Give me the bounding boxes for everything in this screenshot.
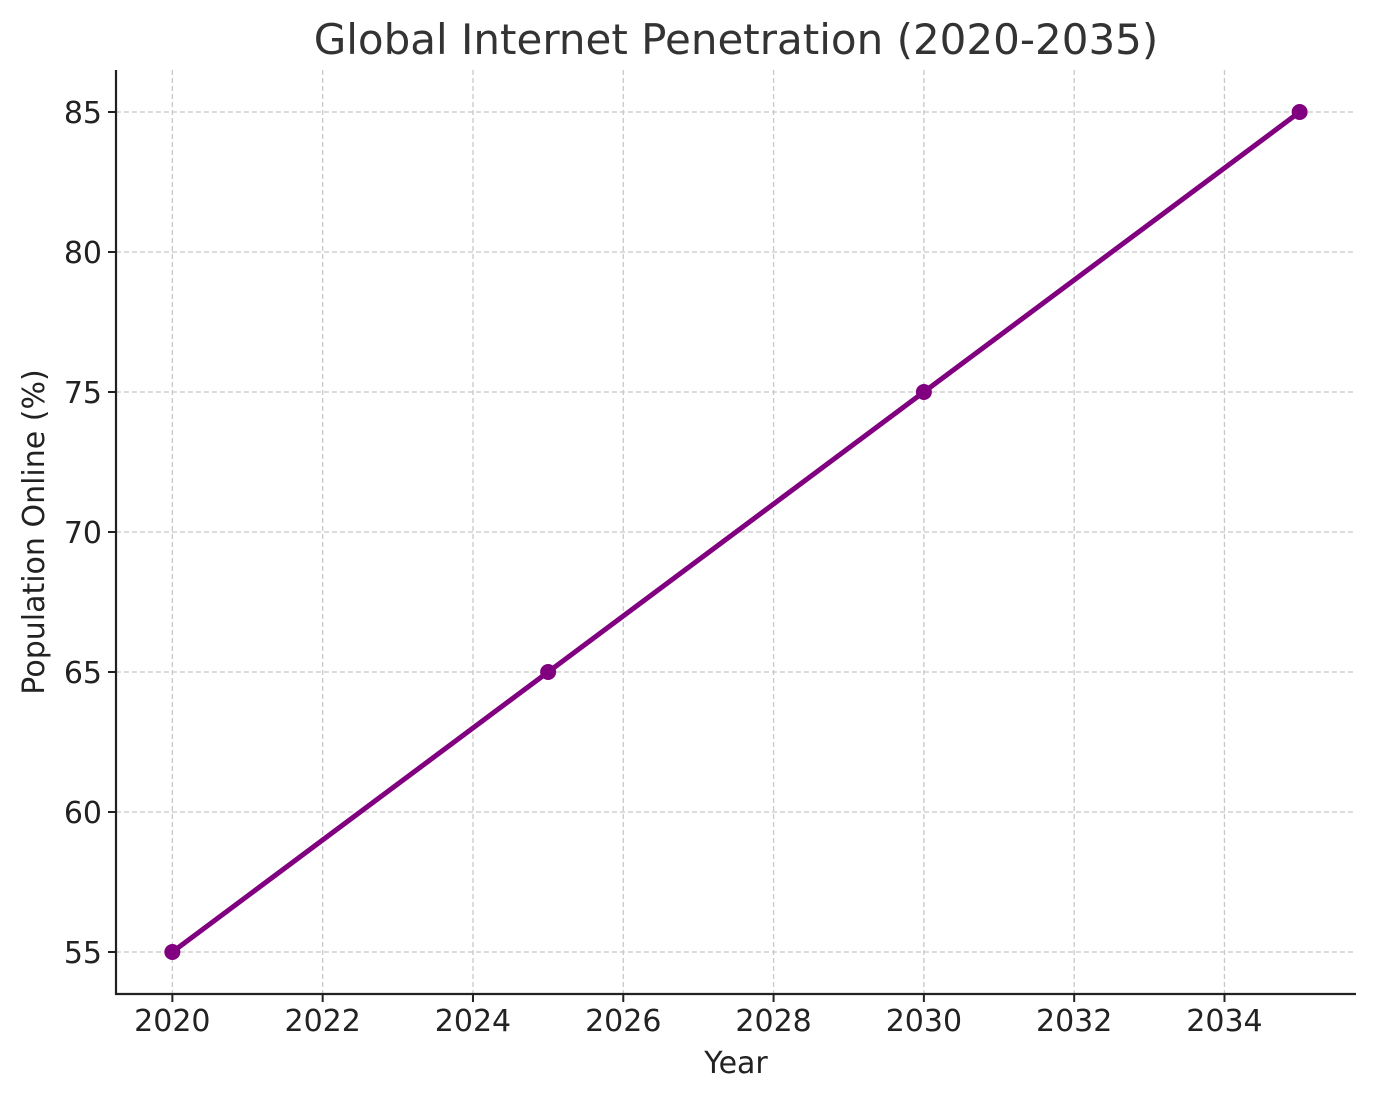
y-tick-label: 80 — [64, 236, 102, 271]
data-point-2030 — [915, 384, 932, 400]
x-tick-label: 2026 — [585, 1004, 661, 1039]
x-axis-ticks: 2020 2022 2024 2026 2028 2030 2032 2034 — [134, 994, 1263, 1039]
y-tick-label: 60 — [64, 796, 102, 831]
x-tick-label: 2020 — [134, 1004, 210, 1039]
series-line — [169, 109, 1303, 955]
x-tick-label: 2030 — [886, 1004, 962, 1039]
axis-spines — [114, 70, 1356, 996]
x-tick-label: 2032 — [1036, 1004, 1112, 1039]
series — [164, 104, 1308, 960]
axes — [114, 70, 1356, 996]
data-point-2035 — [1291, 104, 1308, 120]
data-point-2025 — [540, 664, 557, 680]
y-axis-label: Population Online (%) — [17, 369, 52, 694]
data-point-2020 — [164, 944, 181, 960]
y-axis-ticks: 55 60 65 70 75 80 85 — [64, 96, 116, 971]
x-tick-label: 2034 — [1186, 1004, 1262, 1039]
y-tick-label: 85 — [64, 96, 102, 131]
x-axis-label: Year — [703, 1046, 768, 1081]
chart-title: Global Internet Penetration (2020-2035) — [314, 15, 1159, 64]
y-tick-label: 65 — [64, 656, 102, 691]
x-tick-label: 2024 — [435, 1004, 511, 1039]
y-tick-label: 75 — [64, 376, 102, 411]
y-tick-label: 70 — [64, 516, 102, 551]
x-tick-label: 2028 — [735, 1004, 811, 1039]
x-tick-label: 2022 — [284, 1004, 360, 1039]
y-tick-label: 55 — [64, 936, 102, 971]
